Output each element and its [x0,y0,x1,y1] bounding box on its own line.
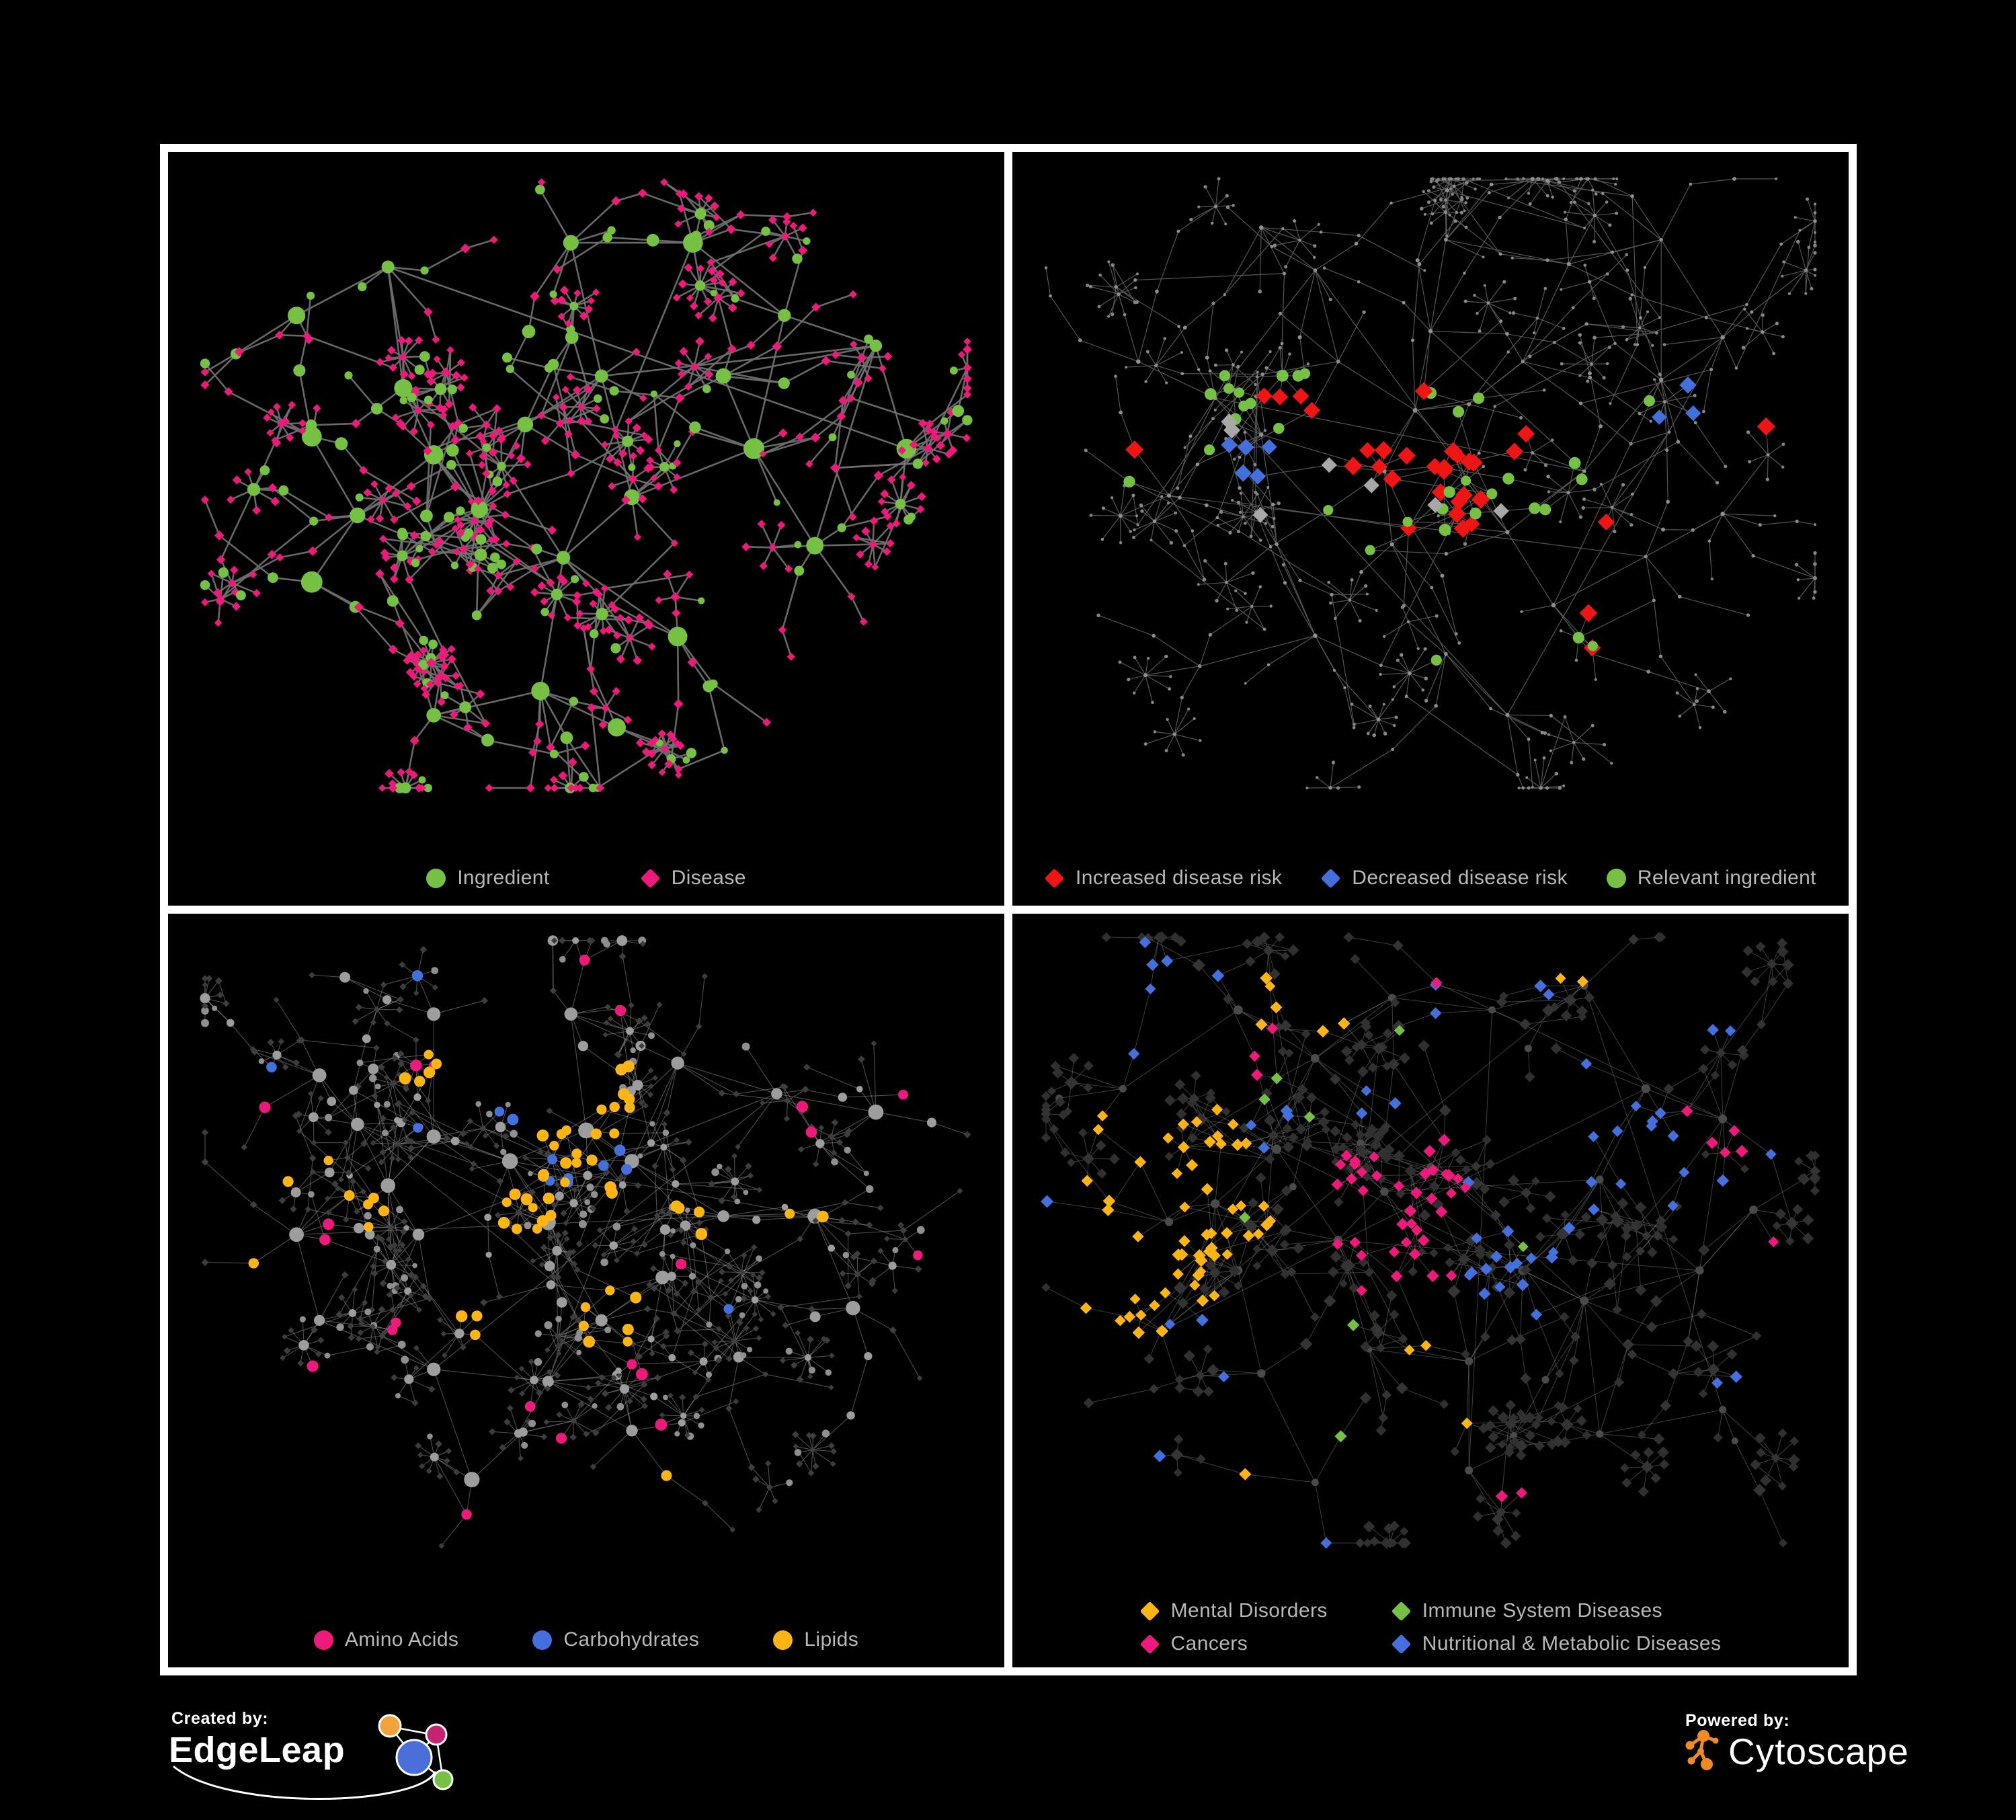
legend-disease-classes: Mental Disorders Immune System Diseases Ca… [1012,1599,1849,1655]
legend-item-disease: Disease [640,867,746,889]
legend-item-mental-disorders: Mental Disorders [1139,1599,1328,1622]
diamond-marker [1044,868,1065,888]
powered-by-block: Powered by: Cytoscape [1684,1711,1908,1792]
created-by-block: Created by: EdgeLeap [165,1708,481,1809]
panel-disease-risk: Increased disease risk Decreased disease … [1012,152,1849,906]
circle-marker [426,868,446,888]
macronutrients-network [200,935,971,1549]
legend-item-cancers: Cancers [1139,1632,1328,1655]
legend-item-ingredient: Ingredient [426,867,549,889]
circle-marker [313,1630,333,1650]
diamond-marker [1391,1601,1412,1621]
diamond-marker [1139,1634,1160,1654]
diamond-marker [640,868,660,888]
legend-ingredient-disease: Ingredient Disease [168,867,1004,889]
panel-grid: Ingredient Disease Increased disease risk… [160,144,1857,1675]
legend-label: Carbohydrates [563,1628,700,1651]
circle-marker [773,1630,793,1650]
circle-marker [1606,868,1626,888]
ingredient-disease-network [200,178,973,794]
legend-item-lipids: Lipids [773,1628,858,1651]
legend-item-carbohydrates: Carbohydrates [532,1628,699,1651]
legend-label: Decreased disease risk [1352,867,1568,889]
cytoscape-brand: Cytoscape [1728,1731,1909,1772]
legend-item-increased-disease-risk: Increased disease risk [1044,867,1283,889]
disease-classes-network [1041,931,1821,1549]
legend-label: Lipids [804,1628,859,1651]
legend-macronutrients: Amino Acids Carbohydrates Lipids [168,1628,1004,1651]
legend-item-relevant-ingredient: Relevant ingredient [1606,867,1816,889]
legend-label: Relevant ingredient [1637,867,1816,889]
edgeleap-logo-icon [173,1714,454,1800]
legend-item-amino-acids: Amino Acids [313,1628,459,1651]
legend-item-immune-system-diseases: Immune System Diseases [1391,1599,1722,1622]
disease-risk-network [1044,177,1817,790]
cytoscape-logo-icon [1685,1730,1719,1770]
circle-marker [532,1630,553,1650]
panel-macronutrients: Amino Acids Carbohydrates Lipids [168,914,1004,1667]
powered-by-label: Powered by: [1685,1711,1790,1730]
panel-disease-classes: Mental Disorders Immune System Diseases Ca… [1012,914,1849,1667]
legend-label: Mental Disorders [1170,1599,1328,1622]
panel-ingredient-disease: Ingredient Disease [168,152,1004,906]
legend-label: Amino Acids [344,1628,459,1651]
legend-item-decreased-disease-risk: Decreased disease risk [1320,867,1568,889]
edgeleap-brand: EdgeLeap [169,1730,346,1770]
legend-label: Nutritional & Metabolic Diseases [1422,1632,1722,1655]
diamond-marker [1139,1601,1160,1621]
legend-label: Increased disease risk [1076,867,1283,889]
legend-label: Ingredient [457,867,550,889]
legend-label: Immune System Diseases [1422,1599,1662,1622]
legend-disease-risk: Increased disease risk Decreased disease … [1012,867,1849,889]
legend-label: Cancers [1170,1632,1248,1655]
created-by-label: Created by: [171,1709,269,1728]
legend-item-nutritional-metabolic-diseases: Nutritional & Metabolic Diseases [1391,1632,1722,1655]
diamond-marker [1320,868,1341,888]
legend-label: Disease [671,867,746,889]
diamond-marker [1391,1634,1412,1654]
